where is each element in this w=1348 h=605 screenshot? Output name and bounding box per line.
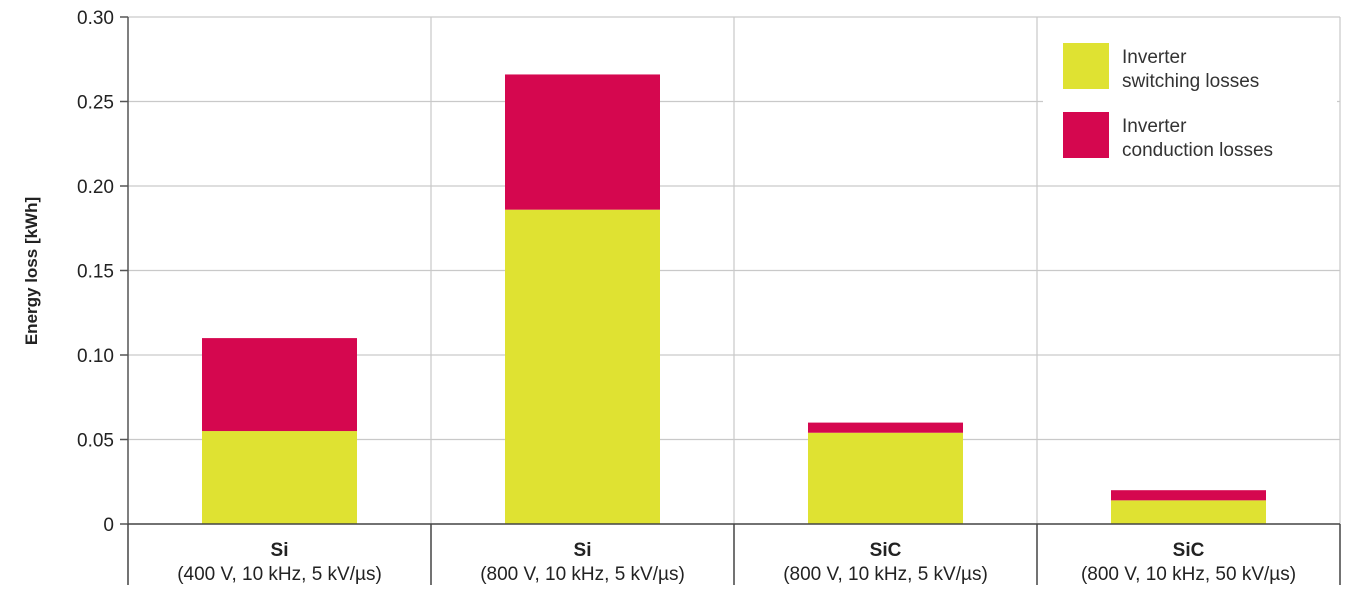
bar-inverter-conduction-losses (1111, 490, 1266, 501)
legend-label: conduction losses (1122, 140, 1273, 161)
bar-layer (202, 74, 1266, 524)
y-tick-label: 0.10 (77, 346, 114, 367)
legend-label: Inverter (1122, 116, 1187, 137)
axis-layer: 0 0.05 0.10 0.15 0.20 0.25 0.30 Si (400 V, 10 kH… (77, 8, 1341, 585)
y-tick-label: 0 (103, 515, 114, 536)
x-category-sublabel: (400 V, 10 kHz, 5 kV/µs) (177, 564, 382, 585)
bar-inverter-conduction-losses (505, 74, 660, 210)
bar-inverter-switching-losses (1111, 500, 1266, 524)
bar-inverter-conduction-losses (808, 422, 963, 433)
y-tick-label: 0.25 (77, 93, 114, 114)
x-category-label: SiC (1173, 540, 1205, 561)
x-category-sublabel: (800 V, 10 kHz, 5 kV/µs) (480, 564, 685, 585)
bar-inverter-conduction-losses (202, 338, 357, 432)
y-tick-label: 0.30 (77, 8, 114, 29)
legend-swatch (1063, 43, 1109, 89)
legend-swatch (1063, 112, 1109, 158)
x-category-label: Si (574, 540, 592, 561)
legend-label: switching losses (1122, 71, 1259, 92)
y-tick-label: 0.05 (77, 431, 114, 452)
x-category-sublabel: (800 V, 10 kHz, 5 kV/µs) (783, 564, 988, 585)
x-category-label: Si (271, 540, 289, 561)
y-axis-label: Energy loss [kWh] (22, 197, 41, 345)
legend-label: Inverter (1122, 47, 1187, 68)
legend: Inverter switching losses Inverter conducti… (1043, 22, 1337, 170)
bar-inverter-switching-losses (505, 209, 660, 524)
bar-inverter-switching-losses (808, 432, 963, 524)
x-category-sublabel: (800 V, 10 kHz, 50 kV/µs) (1081, 564, 1296, 585)
bar-inverter-switching-losses (202, 431, 357, 524)
x-category-label: SiC (870, 540, 902, 561)
y-tick-label: 0.20 (77, 177, 114, 198)
y-tick-label: 0.15 (77, 262, 114, 283)
